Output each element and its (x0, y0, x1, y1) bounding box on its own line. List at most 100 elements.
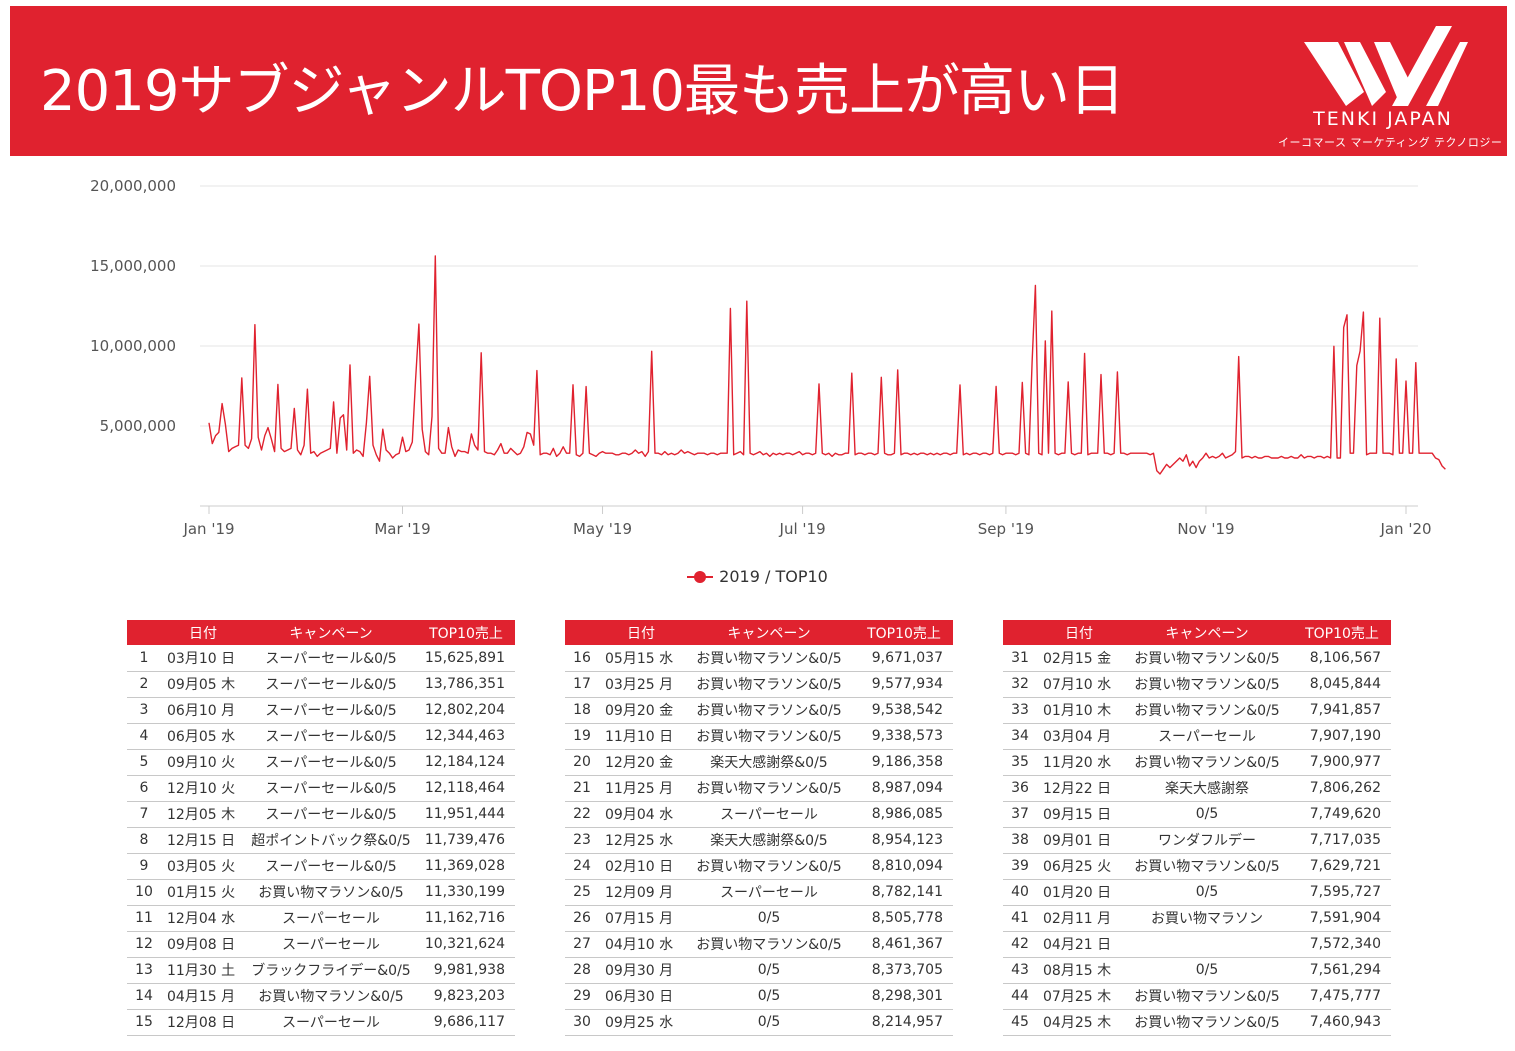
table-row: 22 09月04 水スーパーセール 8,986,085 (565, 801, 953, 828)
table-row: 23 12月25 水楽天大感謝祭&0/5 8,954,123 (565, 827, 953, 854)
date-cell: 06月30 日 (599, 983, 683, 1010)
date-cell: 02月15 金 (1037, 645, 1121, 672)
rank-cell: 34 (1003, 723, 1037, 750)
campaign-cell: 0/5 (1121, 879, 1293, 906)
date-cell: 12月08 日 (161, 1009, 245, 1036)
campaign-cell: お買い物マラソン&0/5 (245, 983, 417, 1010)
rank-cell: 14 (127, 983, 161, 1010)
table-row: 10 01月15 火お買い物マラソン&0/5 11,330,199 (127, 879, 515, 906)
table-row: 14 04月15 月お買い物マラソン&0/5 9,823,203 (127, 983, 515, 1010)
date-header: 日付 (161, 620, 245, 645)
sales-cell: 7,806,262 (1293, 775, 1391, 802)
campaign-cell: スーパーセール (1121, 723, 1293, 750)
rank-cell: 17 (565, 671, 599, 698)
rank-cell: 11 (127, 905, 161, 932)
date-cell: 09月04 水 (599, 801, 683, 828)
rank-cell: 41 (1003, 905, 1037, 932)
table-row: 40 01月20 日 0/5 7,595,727 (1003, 879, 1391, 906)
campaign-cell: 0/5 (683, 1009, 855, 1036)
rank-cell: 1 (127, 645, 161, 672)
date-cell: 03月04 月 (1037, 723, 1121, 750)
sales-cell: 11,162,716 (417, 905, 515, 932)
logo-name: TENKI JAPAN (1313, 108, 1453, 130)
campaign-cell: スーパーセール&0/5 (245, 723, 417, 750)
date-cell: 11月25 月 (599, 775, 683, 802)
ranking-table-1: 日付 キャンペーン TOP10売上 1 03月10 日スーパーセール&0/5 15,… (127, 620, 515, 1036)
rank-cell: 43 (1003, 957, 1037, 984)
campaign-cell: お買い物マラソン&0/5 (1121, 645, 1293, 672)
rank-cell: 24 (565, 853, 599, 880)
date-cell: 09月30 月 (599, 957, 683, 984)
date-cell: 09月15 日 (1037, 801, 1121, 828)
rank-cell: 42 (1003, 931, 1037, 958)
campaign-cell: 0/5 (1121, 957, 1293, 984)
sales-cell: 15,625,891 (417, 645, 515, 672)
sales-cell: 9,823,203 (417, 983, 515, 1010)
rank-cell: 5 (127, 749, 161, 776)
table-row: 17 03月25 月お買い物マラソン&0/5 9,577,934 (565, 671, 953, 698)
date-cell: 03月05 火 (161, 853, 245, 880)
sales-cell: 8,810,094 (855, 853, 953, 880)
date-cell: 12月09 月 (599, 879, 683, 906)
sales-cell: 8,987,094 (855, 775, 953, 802)
legend-marker-icon (687, 570, 714, 584)
rank-cell: 4 (127, 723, 161, 750)
date-cell: 01月15 火 (161, 879, 245, 906)
date-cell: 01月10 木 (1037, 697, 1121, 724)
rank-cell: 25 (565, 879, 599, 906)
campaign-cell: 楽天大感謝祭&0/5 (683, 827, 855, 854)
date-cell: 06月10 月 (161, 697, 245, 724)
campaign-cell: 楽天大感謝祭 (1121, 775, 1293, 802)
rank-cell: 37 (1003, 801, 1037, 828)
date-cell: 03月10 日 (161, 645, 245, 672)
campaign-cell: 0/5 (683, 957, 855, 984)
rank-cell: 29 (565, 983, 599, 1010)
table-row: 6 12月10 火スーパーセール&0/5 12,118,464 (127, 775, 515, 802)
campaign-cell: スーパーセール (245, 1009, 417, 1036)
table-row: 39 06月25 火お買い物マラソン&0/5 7,629,721 (1003, 853, 1391, 880)
campaign-cell: スーパーセール (245, 931, 417, 958)
rank-cell: 26 (565, 905, 599, 932)
date-cell: 07月25 木 (1037, 983, 1121, 1010)
campaign-cell: スーパーセール (683, 879, 855, 906)
sales-cell: 10,321,624 (417, 931, 515, 958)
table-row: 33 01月10 木お買い物マラソン&0/5 7,941,857 (1003, 697, 1391, 724)
campaign-cell: お買い物マラソン (1121, 905, 1293, 932)
campaign-header: キャンペーン (245, 620, 417, 645)
date-cell: 06月25 火 (1037, 853, 1121, 880)
date-cell: 11月10 日 (599, 723, 683, 750)
rank-cell: 16 (565, 645, 599, 672)
campaign-header: キャンペーン (683, 620, 855, 645)
rank-cell: 36 (1003, 775, 1037, 802)
campaign-cell: スーパーセール&0/5 (245, 853, 417, 880)
table-row: 31 02月15 金お買い物マラソン&0/5 8,106,567 (1003, 645, 1391, 672)
table-row: 28 09月30 月 0/5 8,373,705 (565, 957, 953, 984)
date-cell: 01月20 日 (1037, 879, 1121, 906)
sales-cell: 9,686,117 (417, 1009, 515, 1036)
ranking-table-3: 日付 キャンペーン TOP10売上 31 02月15 金お買い物マラソン&0/5 8… (1003, 620, 1391, 1036)
campaign-cell: スーパーセール&0/5 (245, 801, 417, 828)
table-row: 16 05月15 水お買い物マラソン&0/5 9,671,037 (565, 645, 953, 672)
table-row: 45 04月25 木お買い物マラソン&0/5 7,460,943 (1003, 1009, 1391, 1036)
sales-cell: 8,986,085 (855, 801, 953, 828)
rank-cell: 6 (127, 775, 161, 802)
date-cell: 12月05 木 (161, 801, 245, 828)
campaign-cell: お買い物マラソン&0/5 (1121, 1009, 1293, 1036)
date-cell: 04月15 月 (161, 983, 245, 1010)
table-row: 25 12月09 月スーパーセール 8,782,141 (565, 879, 953, 906)
y-tick-label: 10,000,000 (90, 337, 176, 355)
campaign-cell: スーパーセール (683, 801, 855, 828)
rank-cell: 21 (565, 775, 599, 802)
rank-cell: 13 (127, 957, 161, 984)
campaign-cell: お買い物マラソン&0/5 (683, 671, 855, 698)
table-row: 8 12月15 日超ポイントバック祭&0/5 11,739,476 (127, 827, 515, 854)
table-row: 18 09月20 金お買い物マラソン&0/5 9,538,542 (565, 697, 953, 724)
table-row: 13 11月30 土ブラックフライデー&0/5 9,981,938 (127, 957, 515, 984)
table-row: 1 03月10 日スーパーセール&0/5 15,625,891 (127, 645, 515, 672)
sales-cell: 7,561,294 (1293, 957, 1391, 984)
date-cell: 04月10 水 (599, 931, 683, 958)
y-tick-label: 20,000,000 (90, 177, 176, 195)
sales-cell: 8,782,141 (855, 879, 953, 906)
campaign-cell: お買い物マラソン&0/5 (683, 723, 855, 750)
sales-header: TOP10売上 (1293, 620, 1391, 645)
